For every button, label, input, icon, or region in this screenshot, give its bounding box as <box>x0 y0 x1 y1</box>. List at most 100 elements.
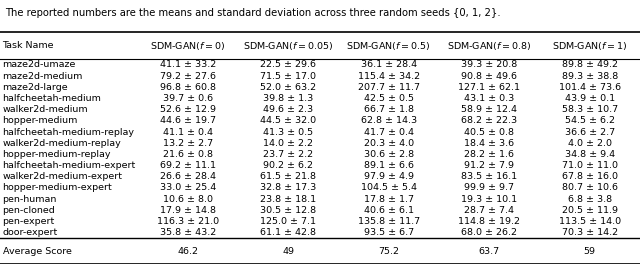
Text: 93.5 ± 6.7: 93.5 ± 6.7 <box>364 228 414 237</box>
Text: 207.7 ± 11.7: 207.7 ± 11.7 <box>358 83 420 92</box>
Text: walker2d-medium-expert: walker2d-medium-expert <box>3 172 123 181</box>
Text: 49.6 ± 2.3: 49.6 ± 2.3 <box>263 105 314 114</box>
Text: 41.1 ± 0.4: 41.1 ± 0.4 <box>163 128 213 136</box>
Text: 89.3 ± 38.8: 89.3 ± 38.8 <box>562 72 618 81</box>
Text: 116.3 ± 21.0: 116.3 ± 21.0 <box>157 217 219 226</box>
Text: 19.3 ± 10.1: 19.3 ± 10.1 <box>461 195 517 204</box>
Text: 42.5 ± 0.5: 42.5 ± 0.5 <box>364 94 414 103</box>
Text: halfcheetah-medium-replay: halfcheetah-medium-replay <box>3 128 134 136</box>
Text: SDM-GAN($f = 0.5$): SDM-GAN($f = 0.5$) <box>346 40 431 51</box>
Text: 66.7 ± 1.8: 66.7 ± 1.8 <box>364 105 414 114</box>
Text: 18.4 ± 3.6: 18.4 ± 3.6 <box>464 139 515 148</box>
Text: maze2d-large: maze2d-large <box>3 83 68 92</box>
Text: walker2d-medium: walker2d-medium <box>3 105 88 114</box>
Text: 41.1 ± 33.2: 41.1 ± 33.2 <box>160 60 216 69</box>
Text: 71.0 ± 11.0: 71.0 ± 11.0 <box>562 161 618 170</box>
Text: 71.5 ± 17.0: 71.5 ± 17.0 <box>260 72 316 81</box>
Text: SDM-GAN($f = 0.8$): SDM-GAN($f = 0.8$) <box>447 40 531 51</box>
Text: 43.9 ± 0.1: 43.9 ± 0.1 <box>564 94 615 103</box>
Text: maze2d-umaze: maze2d-umaze <box>3 60 76 69</box>
Text: 39.7 ± 0.6: 39.7 ± 0.6 <box>163 94 213 103</box>
Text: hopper-medium-expert: hopper-medium-expert <box>3 183 112 192</box>
Text: 68.0 ± 26.2: 68.0 ± 26.2 <box>461 228 517 237</box>
Text: 21.6 ± 0.8: 21.6 ± 0.8 <box>163 150 213 159</box>
Text: 36.1 ± 28.4: 36.1 ± 28.4 <box>361 60 417 69</box>
Text: 101.4 ± 73.6: 101.4 ± 73.6 <box>559 83 621 92</box>
Text: halfcheetah-medium-expert: halfcheetah-medium-expert <box>3 161 136 170</box>
Text: 70.3 ± 14.2: 70.3 ± 14.2 <box>562 228 618 237</box>
Text: 90.8 ± 49.6: 90.8 ± 49.6 <box>461 72 517 81</box>
Text: 68.2 ± 22.3: 68.2 ± 22.3 <box>461 116 517 125</box>
Text: 6.8 ± 3.8: 6.8 ± 3.8 <box>568 195 612 204</box>
Text: SDM-GAN($f = 0$): SDM-GAN($f = 0$) <box>150 40 226 51</box>
Text: SDM-GAN($f = 0.05$): SDM-GAN($f = 0.05$) <box>243 40 333 51</box>
Text: 75.2: 75.2 <box>378 247 399 256</box>
Text: SDM-GAN($f = 1$): SDM-GAN($f = 1$) <box>552 40 628 51</box>
Text: 30.5 ± 12.8: 30.5 ± 12.8 <box>260 206 316 215</box>
Text: 89.8 ± 49.2: 89.8 ± 49.2 <box>562 60 618 69</box>
Text: 23.8 ± 18.1: 23.8 ± 18.1 <box>260 195 316 204</box>
Text: 67.8 ± 16.0: 67.8 ± 16.0 <box>562 172 618 181</box>
Text: 114.8 ± 19.2: 114.8 ± 19.2 <box>458 217 520 226</box>
Text: 99.9 ± 9.7: 99.9 ± 9.7 <box>464 183 515 192</box>
Text: 115.4 ± 34.2: 115.4 ± 34.2 <box>358 72 420 81</box>
Text: 20.3 ± 4.0: 20.3 ± 4.0 <box>364 139 414 148</box>
Text: hopper-medium: hopper-medium <box>3 116 78 125</box>
Text: The reported numbers are the means and standard deviation across three random se: The reported numbers are the means and s… <box>5 8 500 18</box>
Text: 23.7 ± 2.2: 23.7 ± 2.2 <box>263 150 314 159</box>
Text: 58.9 ± 12.4: 58.9 ± 12.4 <box>461 105 517 114</box>
Text: 43.1 ± 0.3: 43.1 ± 0.3 <box>464 94 515 103</box>
Text: 79.2 ± 27.6: 79.2 ± 27.6 <box>160 72 216 81</box>
Text: 58.3 ± 10.7: 58.3 ± 10.7 <box>562 105 618 114</box>
Text: 39.8 ± 1.3: 39.8 ± 1.3 <box>263 94 314 103</box>
Text: 20.5 ± 11.9: 20.5 ± 11.9 <box>562 206 618 215</box>
Text: Task Name: Task Name <box>3 41 54 50</box>
Text: 69.2 ± 11.1: 69.2 ± 11.1 <box>160 161 216 170</box>
Text: 80.7 ± 10.6: 80.7 ± 10.6 <box>562 183 618 192</box>
Text: 91.2 ± 7.9: 91.2 ± 7.9 <box>464 161 515 170</box>
Text: 127.1 ± 62.1: 127.1 ± 62.1 <box>458 83 520 92</box>
Text: maze2d-medium: maze2d-medium <box>3 72 83 81</box>
Text: 83.5 ± 16.1: 83.5 ± 16.1 <box>461 172 517 181</box>
Text: 4.0 ± 2.0: 4.0 ± 2.0 <box>568 139 612 148</box>
Text: 44.6 ± 19.7: 44.6 ± 19.7 <box>160 116 216 125</box>
Text: 40.5 ± 0.8: 40.5 ± 0.8 <box>464 128 515 136</box>
Text: 26.6 ± 28.4: 26.6 ± 28.4 <box>160 172 216 181</box>
Text: 40.6 ± 6.1: 40.6 ± 6.1 <box>364 206 414 215</box>
Text: door-expert: door-expert <box>3 228 58 237</box>
Text: 63.7: 63.7 <box>479 247 500 256</box>
Text: 135.8 ± 11.7: 135.8 ± 11.7 <box>358 217 420 226</box>
Text: 34.8 ± 9.4: 34.8 ± 9.4 <box>564 150 615 159</box>
Text: 36.6 ± 2.7: 36.6 ± 2.7 <box>564 128 615 136</box>
Text: pen-human: pen-human <box>3 195 57 204</box>
Text: 52.6 ± 12.9: 52.6 ± 12.9 <box>160 105 216 114</box>
Text: pen-expert: pen-expert <box>3 217 55 226</box>
Text: hopper-medium-replay: hopper-medium-replay <box>3 150 111 159</box>
Text: 10.6 ± 8.0: 10.6 ± 8.0 <box>163 195 213 204</box>
Text: 46.2: 46.2 <box>177 247 198 256</box>
Text: walker2d-medium-replay: walker2d-medium-replay <box>3 139 122 148</box>
Text: 104.5 ± 5.4: 104.5 ± 5.4 <box>361 183 417 192</box>
Text: 113.5 ± 14.0: 113.5 ± 14.0 <box>559 217 621 226</box>
Text: 125.0 ± 7.1: 125.0 ± 7.1 <box>260 217 316 226</box>
Text: 13.2 ± 2.7: 13.2 ± 2.7 <box>163 139 213 148</box>
Text: halfcheetah-medium: halfcheetah-medium <box>3 94 101 103</box>
Text: 52.0 ± 63.2: 52.0 ± 63.2 <box>260 83 316 92</box>
Text: 41.7 ± 0.4: 41.7 ± 0.4 <box>364 128 414 136</box>
Text: 44.5 ± 32.0: 44.5 ± 32.0 <box>260 116 316 125</box>
Text: 14.0 ± 2.2: 14.0 ± 2.2 <box>263 139 314 148</box>
Text: 62.8 ± 14.3: 62.8 ± 14.3 <box>361 116 417 125</box>
Text: 97.9 ± 4.9: 97.9 ± 4.9 <box>364 172 414 181</box>
Text: 35.8 ± 43.2: 35.8 ± 43.2 <box>160 228 216 237</box>
Text: 61.5 ± 21.8: 61.5 ± 21.8 <box>260 172 316 181</box>
Text: 17.8 ± 1.7: 17.8 ± 1.7 <box>364 195 414 204</box>
Text: 17.9 ± 14.8: 17.9 ± 14.8 <box>160 206 216 215</box>
Text: 89.1 ± 6.6: 89.1 ± 6.6 <box>364 161 414 170</box>
Text: 49: 49 <box>282 247 294 256</box>
Text: 54.5 ± 6.2: 54.5 ± 6.2 <box>564 116 615 125</box>
Text: 22.5 ± 29.6: 22.5 ± 29.6 <box>260 60 316 69</box>
Text: 33.0 ± 25.4: 33.0 ± 25.4 <box>160 183 216 192</box>
Text: 59: 59 <box>584 247 596 256</box>
Text: 28.2 ± 1.6: 28.2 ± 1.6 <box>464 150 515 159</box>
Text: 32.8 ± 17.3: 32.8 ± 17.3 <box>260 183 316 192</box>
